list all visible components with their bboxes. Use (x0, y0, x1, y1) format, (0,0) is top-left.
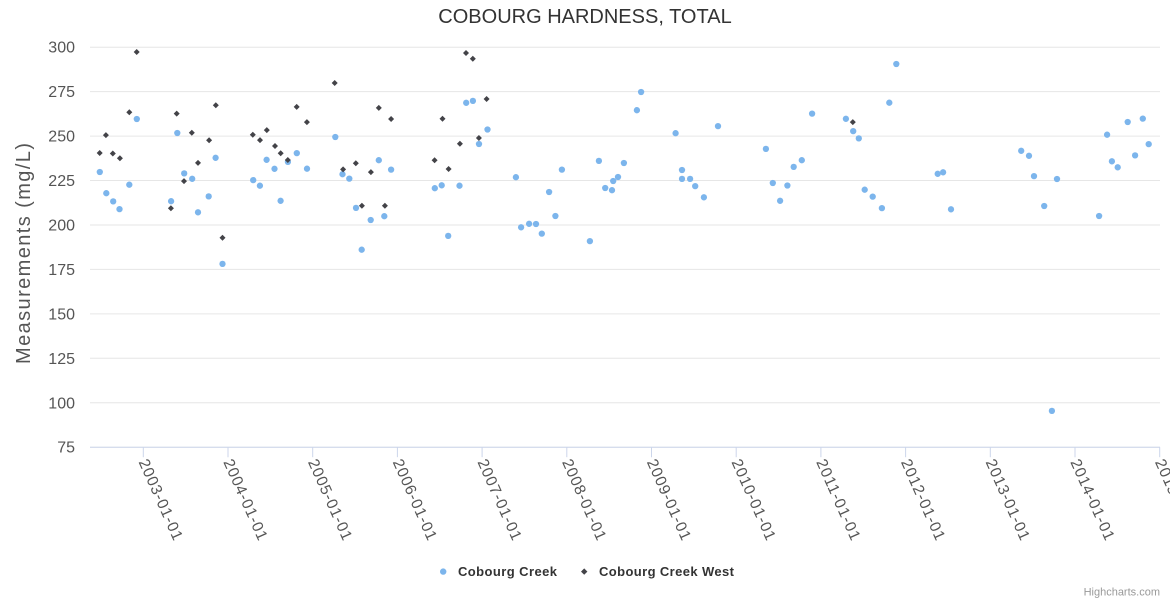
svg-text:Measurements (mg/L): Measurements (mg/L) (13, 143, 35, 364)
svg-text:225: 225 (48, 173, 75, 190)
svg-text:200: 200 (48, 218, 75, 235)
svg-text:COBOURG HARDNESS, TOTAL: COBOURG HARDNESS, TOTAL (438, 6, 731, 28)
svg-text:300: 300 (48, 40, 75, 57)
svg-text:75: 75 (57, 440, 75, 457)
svg-text:275: 275 (48, 84, 75, 101)
svg-text:150: 150 (48, 306, 75, 323)
svg-text:100: 100 (48, 395, 75, 412)
svg-text:Highcharts.com: Highcharts.com (1084, 587, 1160, 599)
svg-text:Cobourg Creek West: Cobourg Creek West (599, 564, 735, 579)
svg-text:250: 250 (48, 129, 75, 146)
svg-text:Cobourg Creek: Cobourg Creek (458, 564, 558, 579)
svg-text:175: 175 (48, 262, 75, 279)
svg-text:125: 125 (48, 351, 75, 368)
